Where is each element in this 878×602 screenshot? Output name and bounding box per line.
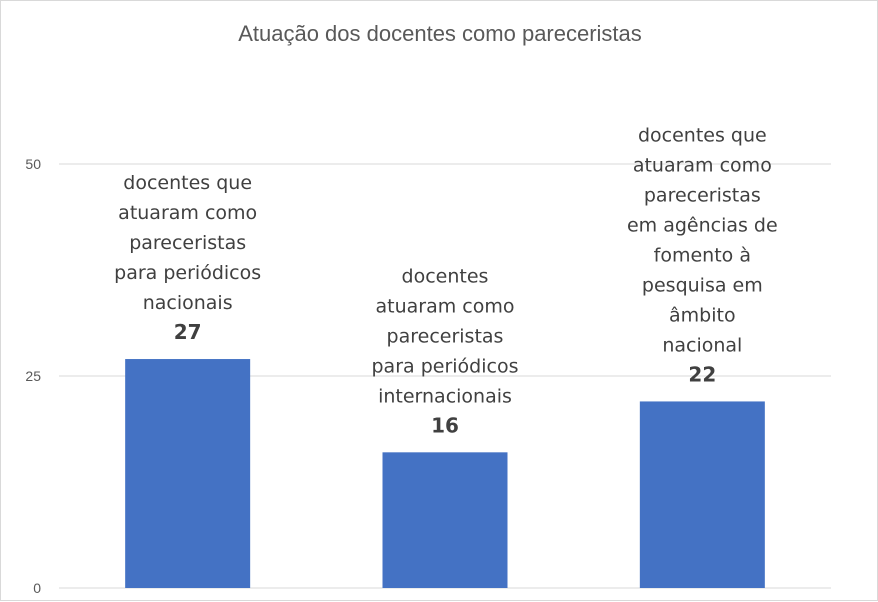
y-tick-label: 0	[33, 580, 41, 596]
data-label-value: 27	[174, 320, 202, 344]
y-tick-label: 25	[25, 368, 41, 384]
bars	[125, 359, 765, 588]
y-axis-ticks: 0 25 50	[25, 156, 41, 596]
y-tick-label: 50	[25, 156, 41, 172]
bar	[382, 452, 508, 588]
bar	[639, 401, 765, 588]
data-label-value: 22	[688, 362, 716, 386]
bar	[125, 359, 251, 588]
data-labels: 27 docentes que atuaram como pareceristas pa…	[114, 124, 778, 437]
data-label-category: docentes que atuaram como pareceristas para…	[114, 172, 261, 314]
data-label-category: docentes atuaram como pareceristas para per…	[372, 265, 519, 407]
data-label-category: docentes que atuaram como pareceristas em a…	[627, 124, 778, 356]
data-label-value: 16	[431, 413, 459, 437]
chart-title: Atuação dos docentes como pareceristas	[238, 21, 642, 46]
